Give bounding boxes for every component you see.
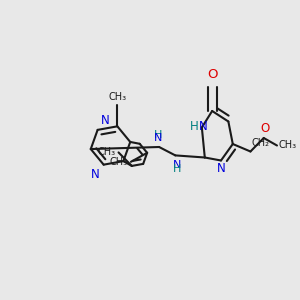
Text: H: H <box>172 164 181 174</box>
Text: O: O <box>207 68 217 81</box>
Text: N: N <box>172 160 181 170</box>
Text: O: O <box>261 122 270 135</box>
Text: CH₃: CH₃ <box>108 92 126 102</box>
Text: CH₃: CH₃ <box>110 157 128 167</box>
Text: CH₃: CH₃ <box>98 147 116 158</box>
Text: N: N <box>154 134 162 143</box>
Text: N: N <box>91 168 99 181</box>
Text: N: N <box>217 162 225 175</box>
Text: H: H <box>154 130 162 140</box>
Text: N: N <box>100 114 109 127</box>
Text: H: H <box>190 119 199 133</box>
Text: CH₂: CH₂ <box>252 139 270 148</box>
Text: N: N <box>199 119 208 133</box>
Text: CH₃: CH₃ <box>278 140 297 151</box>
